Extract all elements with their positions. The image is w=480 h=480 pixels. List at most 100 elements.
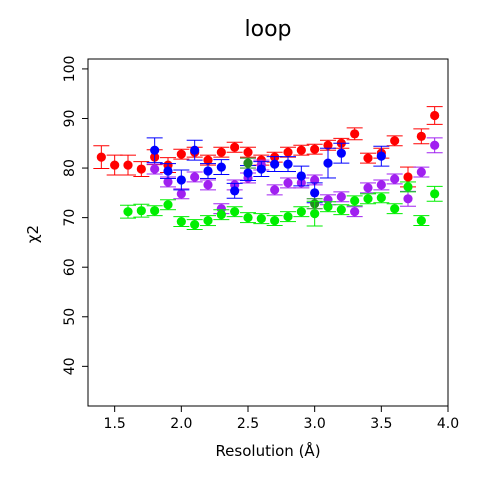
data-point: [320, 147, 336, 179]
data-point: [213, 209, 230, 221]
chart-title: loop: [245, 17, 292, 42]
y-axis-label: χ2: [24, 225, 42, 243]
point-marker: [230, 142, 240, 152]
data-point: [386, 135, 403, 147]
y-tick-label: 80: [62, 159, 78, 177]
point-marker: [163, 177, 173, 187]
point-marker: [283, 212, 293, 222]
point-marker: [176, 149, 186, 159]
data-point: [413, 128, 430, 145]
point-marker: [203, 180, 213, 190]
data-point: [226, 141, 243, 153]
point-marker: [323, 140, 333, 150]
data-point: [426, 106, 443, 125]
point-marker: [163, 200, 173, 210]
point-marker: [390, 204, 400, 214]
data-point: [373, 179, 390, 191]
data-point: [173, 169, 190, 191]
point-marker: [283, 147, 293, 157]
point-marker: [243, 213, 253, 223]
point-marker: [176, 189, 186, 199]
point-marker: [310, 188, 320, 198]
point-marker: [270, 159, 280, 169]
point-marker: [363, 183, 373, 193]
data-point: [146, 137, 163, 164]
data-point: [280, 156, 296, 173]
point-marker: [296, 145, 306, 155]
data-point: [173, 188, 190, 200]
data-point: [280, 211, 296, 223]
y-tick-label: 60: [62, 258, 78, 276]
point-marker: [296, 207, 306, 217]
data-point: [333, 191, 350, 203]
data-point: [133, 203, 150, 218]
data-point: [240, 212, 256, 224]
point-marker: [270, 185, 280, 195]
data-point: [186, 139, 203, 161]
x-tick-label: 4.0: [437, 416, 459, 432]
data-point: [280, 146, 296, 158]
point-marker: [190, 172, 200, 182]
point-marker: [376, 180, 386, 190]
x-axis: 1.5 2.0 2.5 3.0 3.5 4.0: [104, 406, 459, 432]
y-tick-label: 100: [62, 56, 78, 83]
data-layer: [93, 106, 443, 231]
data-point: [200, 179, 216, 191]
data-point: [306, 143, 323, 155]
point-marker: [243, 158, 253, 168]
data-point: [373, 192, 390, 204]
data-point: [413, 166, 430, 178]
point-marker: [430, 110, 440, 121]
point-marker: [350, 129, 360, 139]
y-tick-label: 40: [62, 357, 78, 375]
point-marker: [216, 162, 226, 172]
point-marker: [136, 164, 146, 174]
data-point: [133, 161, 150, 177]
point-marker: [110, 160, 120, 170]
point-marker: [123, 207, 133, 217]
x-tick-label: 3.0: [304, 416, 326, 432]
data-point: [360, 193, 376, 205]
point-marker: [390, 136, 400, 146]
data-point: [240, 157, 256, 169]
point-marker: [323, 158, 333, 168]
data-point: [346, 206, 363, 218]
point-marker: [283, 178, 293, 188]
data-point: [160, 199, 176, 211]
point-marker: [310, 209, 320, 219]
point-marker: [216, 147, 226, 157]
data-point: [360, 182, 376, 194]
point-marker: [150, 164, 160, 174]
data-point: [106, 154, 123, 176]
point-marker: [256, 214, 266, 224]
data-point: [386, 203, 403, 215]
point-marker: [123, 160, 133, 170]
point-marker: [403, 182, 413, 192]
point-marker: [416, 216, 426, 226]
data-point: [253, 213, 270, 225]
point-marker: [416, 131, 426, 141]
point-marker: [176, 175, 186, 185]
point-marker: [243, 168, 253, 178]
point-marker: [403, 172, 413, 182]
point-marker: [376, 193, 386, 203]
data-point: [253, 161, 270, 177]
point-marker: [296, 171, 306, 181]
point-marker: [270, 216, 280, 226]
data-point: [293, 144, 310, 156]
data-point: [226, 182, 243, 199]
data-point: [400, 181, 416, 193]
point-marker: [230, 186, 240, 196]
x-tick-label: 2.5: [237, 416, 259, 432]
data-point: [200, 163, 216, 179]
point-marker: [430, 140, 440, 150]
data-point: [293, 165, 310, 187]
point-marker: [256, 164, 266, 174]
point-marker: [350, 196, 360, 206]
data-point: [93, 145, 110, 170]
data-point: [306, 200, 323, 227]
data-point: [213, 146, 230, 158]
data-point: [120, 154, 136, 176]
point-marker: [150, 206, 160, 216]
point-marker: [136, 206, 146, 216]
